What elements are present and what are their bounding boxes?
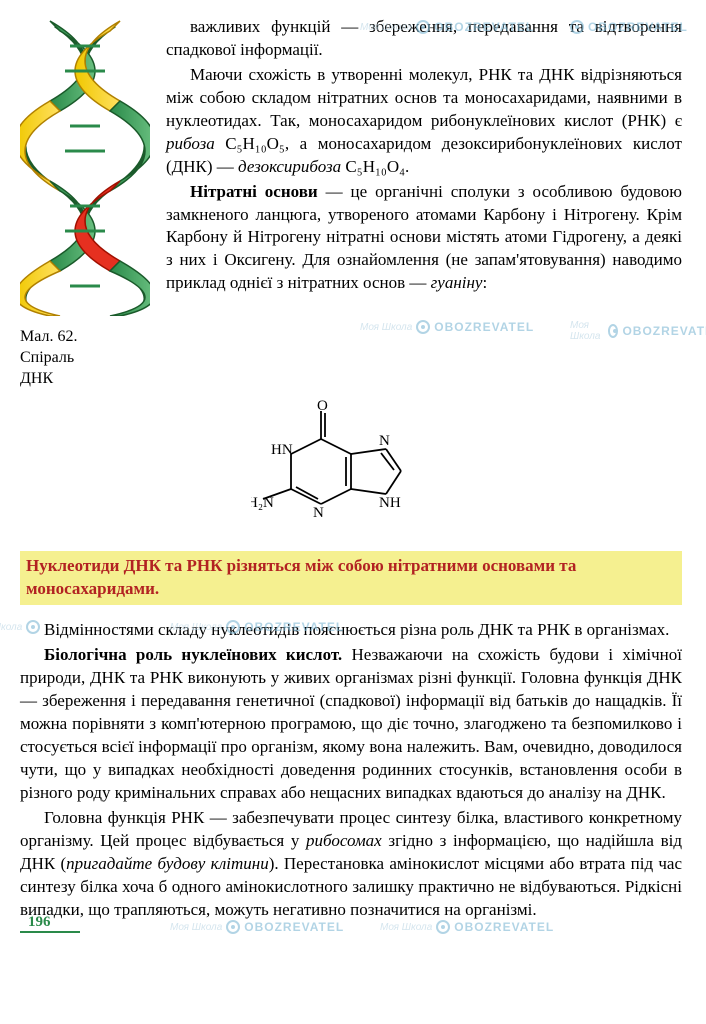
label-n2: N xyxy=(379,433,390,449)
caption-line2: Спіраль xyxy=(20,349,74,366)
para6-recall: пригадайте будову клітини xyxy=(66,854,269,873)
guanine-structure: O HN H₂N N N NH xyxy=(251,399,451,539)
label-o: O xyxy=(317,399,328,414)
para1-text: важливих функцій — збереження, передаван… xyxy=(166,17,682,59)
para4: Відмінностями складу нуклеотидів пояснює… xyxy=(20,619,682,642)
para2-c: . xyxy=(405,157,409,176)
label-h2n: H₂N xyxy=(251,495,274,511)
para3-guanine: гуаніну xyxy=(431,273,483,292)
para5: Біологічна роль нуклеїнових кислот. Незв… xyxy=(20,644,682,805)
label-hn: HN xyxy=(271,442,293,458)
para5-bold: Біологічна роль нуклеїнових кислот. xyxy=(44,645,342,664)
text-column: важливих функцій — збереження, передаван… xyxy=(166,16,682,389)
dna-helix-figure xyxy=(20,16,150,316)
para2-deoxy: дезоксирибоза xyxy=(238,157,341,176)
page-number-line xyxy=(20,931,80,933)
caption-line3: ДНК xyxy=(20,370,53,387)
watermark-brand: OBOZREVATEL xyxy=(244,920,344,934)
para2-formula1: C₅H₁₀O₅ xyxy=(215,134,285,153)
para1: важливих функцій — збереження, передаван… xyxy=(166,16,682,62)
watermark-icon xyxy=(226,920,240,934)
page-number: 196 xyxy=(28,914,51,931)
watermark-icon xyxy=(436,920,450,934)
dna-column: Мал. 62. Спіраль ДНК xyxy=(20,16,150,389)
highlight-text: Нуклеотиди ДНК та РНК різняться між собо… xyxy=(26,556,576,598)
para6-ribo: рибосомах xyxy=(306,831,382,850)
watermark-sub: Моя Школа xyxy=(0,622,22,633)
label-n: N xyxy=(313,505,324,521)
label-nh: NH xyxy=(379,495,401,511)
para6: Головна функція РНК — забезпечувати проц… xyxy=(20,807,682,922)
para2-formula2: C₅H₁₀O₄ xyxy=(341,157,405,176)
para3: Нітратні основи — це органічні сполуки з… xyxy=(166,181,682,296)
body-text: Відмінностями складу нуклеотидів пояснює… xyxy=(20,619,682,921)
para3-bold: Нітратні основи xyxy=(190,182,318,201)
para2: Маючи схожість в утворенні молекул, РНК … xyxy=(166,64,682,179)
watermark-sub: Моя Школа xyxy=(380,922,432,933)
para5-a: Незважаючи на схожість будови і хімічної… xyxy=(20,645,682,802)
watermark: Моя Школа OBOZREVATEL xyxy=(380,920,554,934)
para2-a: Маючи схожість в утворенні молекул, РНК … xyxy=(166,65,682,130)
para4-text: Відмінностями складу нуклеотидів пояснює… xyxy=(44,620,669,639)
highlight-box: Нуклеотиди ДНК та РНК різняться між собо… xyxy=(20,551,682,605)
watermark: Моя Школа OBOZREVATEL xyxy=(170,920,344,934)
para2-ribose: рибоза xyxy=(166,134,215,153)
top-section: Мал. 62. Спіраль ДНК важливих функцій — … xyxy=(20,16,682,389)
watermark-brand: OBOZREVATEL xyxy=(454,920,554,934)
para3-b: : xyxy=(482,273,487,292)
page-container: Моя Школа OBOZREVATEL Моя Школа OBOZREVA… xyxy=(0,0,706,939)
dna-caption: Мал. 62. Спіраль ДНК xyxy=(20,327,150,389)
caption-line1: Мал. 62. xyxy=(20,328,77,345)
watermark-sub: Моя Школа xyxy=(170,922,222,933)
